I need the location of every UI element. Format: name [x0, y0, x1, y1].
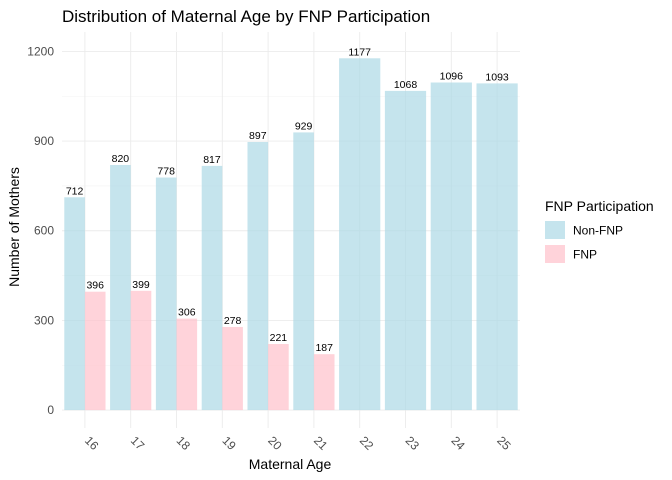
y-tick-label: 0 — [47, 403, 54, 417]
x-tick-label: 19 — [219, 433, 239, 453]
y-tick-label: 900 — [34, 134, 54, 148]
bar-fnp-16 — [84, 291, 106, 411]
data-labels: 712 396 820 399 778 306 817 278 897 221 929 187 1177… — [66, 46, 509, 354]
bar-non-fnp-24 — [430, 82, 472, 411]
data-label-fnp-17: 399 — [132, 279, 150, 291]
x-tick-label: 18 — [174, 433, 194, 453]
data-label-non-fnp-16: 712 — [66, 185, 84, 197]
data-label-fnp-16: 396 — [86, 280, 104, 292]
data-label-non-fnp-20: 897 — [249, 130, 267, 142]
data-label-non-fnp-23: 1068 — [394, 79, 418, 91]
data-label-fnp-21: 187 — [315, 342, 333, 354]
data-label-non-fnp-17: 820 — [112, 153, 130, 165]
legend-label-non-fnp: Non-FNP — [573, 224, 623, 238]
bars — [64, 58, 518, 411]
y-tick-label: 600 — [34, 224, 54, 238]
x-axis: 16 17 18 19 20 21 22 23 24 25 — [82, 433, 514, 453]
y-tick-label: 300 — [34, 313, 54, 327]
bar-non-fnp-16 — [64, 197, 85, 411]
legend-key-fnp — [545, 245, 565, 263]
data-label-non-fnp-24: 1096 — [440, 71, 464, 83]
data-label-non-fnp-25: 1093 — [485, 71, 509, 83]
legend: FNP Participation Non-FNP FNP — [545, 198, 654, 263]
x-tick-label: 21 — [311, 433, 331, 453]
x-tick-label: 20 — [265, 433, 285, 453]
bar-non-fnp-25 — [476, 83, 518, 411]
data-label-non-fnp-18: 778 — [157, 166, 175, 178]
data-label-non-fnp-22: 1177 — [348, 46, 371, 58]
legend-key-non-fnp — [545, 221, 565, 239]
x-axis-title: Maternal Age — [249, 456, 332, 472]
x-tick-label: 17 — [128, 433, 148, 453]
x-tick-label: 25 — [494, 433, 514, 453]
chart-title: Distribution of Maternal Age by FNP Part… — [62, 7, 430, 26]
bar-fnp-19 — [222, 326, 243, 411]
x-tick-label: 24 — [448, 433, 468, 453]
data-label-fnp-20: 221 — [270, 332, 288, 344]
bar-non-fnp-23 — [384, 90, 427, 411]
data-label-non-fnp-19: 817 — [203, 154, 221, 166]
bar-fnp-20 — [268, 344, 289, 411]
bar-non-fnp-17 — [110, 164, 131, 411]
y-axis: 0 300 600 900 1200 — [27, 44, 54, 417]
data-label-non-fnp-21: 929 — [295, 120, 313, 132]
legend-label-fnp: FNP — [573, 248, 597, 262]
x-tick-label: 23 — [403, 433, 423, 453]
legend-title: FNP Participation — [545, 198, 654, 214]
bar-non-fnp-22 — [339, 58, 381, 411]
bar-fnp-21 — [313, 354, 335, 411]
bar-non-fnp-18 — [155, 177, 177, 411]
data-label-fnp-18: 306 — [178, 307, 196, 319]
y-tick-label: 1200 — [27, 44, 54, 58]
bar-fnp-17 — [130, 290, 152, 411]
data-label-fnp-19: 278 — [224, 315, 242, 327]
y-axis-title: Number of Mothers — [6, 167, 22, 287]
x-tick-label: 16 — [82, 433, 102, 453]
bar-fnp-18 — [176, 318, 198, 411]
bar-non-fnp-19 — [201, 165, 223, 411]
bar-non-fnp-21 — [293, 132, 314, 411]
bar-non-fnp-20 — [247, 141, 269, 411]
x-tick-label: 22 — [357, 433, 377, 453]
